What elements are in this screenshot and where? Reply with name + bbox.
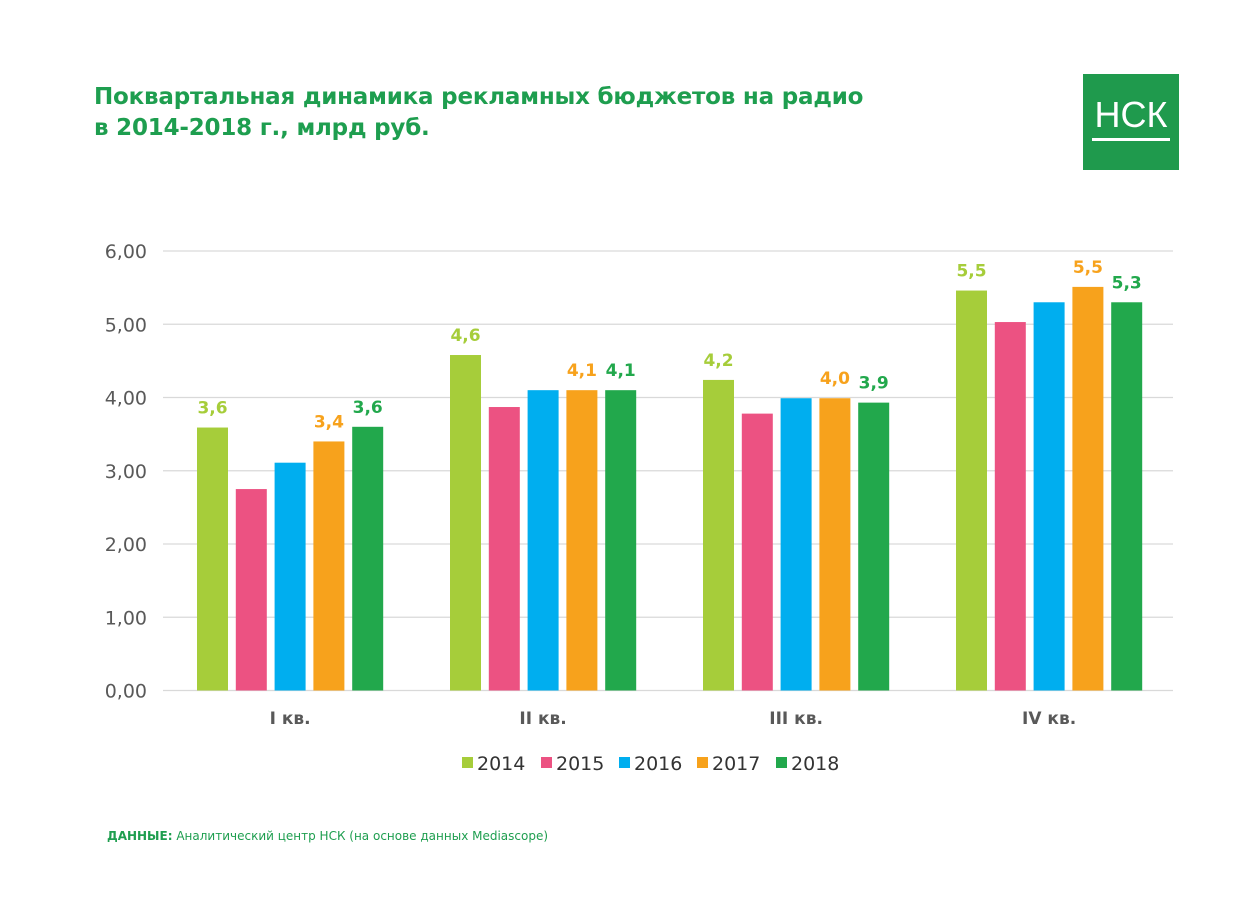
title-line-1: Поквартальная динамика рекламных бюджето… <box>94 84 864 110</box>
bar-2018-q2 <box>605 390 637 691</box>
bar-2017-q2 <box>566 390 598 691</box>
bar-2017-q4 <box>1072 286 1104 691</box>
legend-label: 2016 <box>634 753 682 775</box>
y-axis-ticks: 0,00 1,00 2,00 3,00 4,00 5,00 6,00 <box>105 241 147 703</box>
bar-2018-q4 <box>1111 302 1143 691</box>
legend-label: 2017 <box>712 753 760 775</box>
data-label: 5,5 <box>1073 258 1103 278</box>
bar-2018-q3 <box>858 402 890 691</box>
y-tick-label: 4,00 <box>105 388 147 410</box>
legend-label: 2014 <box>477 753 525 775</box>
legend-marker <box>697 757 708 768</box>
bar-2015-q1 <box>235 489 267 691</box>
data-label: 4,6 <box>450 326 480 346</box>
data-label: 3,6 <box>353 398 383 418</box>
y-tick-label: 6,00 <box>105 241 147 263</box>
data-label: 4,1 <box>606 361 636 381</box>
bars <box>197 286 1143 691</box>
legend-item-2015: 2015 <box>541 753 604 775</box>
x-tick-label: IV кв. <box>1022 709 1076 729</box>
title-line-2: в 2014-2018 г., млрд руб. <box>94 115 430 141</box>
bar-2015-q3 <box>741 413 773 691</box>
legend-item-2018: 2018 <box>776 753 839 775</box>
bar-2014-q2 <box>450 355 481 691</box>
data-label: 3,4 <box>314 412 344 432</box>
data-label: 5,5 <box>956 262 986 282</box>
logo-text: НСК <box>1094 94 1168 135</box>
legend-marker <box>776 757 787 768</box>
source-text: Аналитический центр НСК (на основе данны… <box>176 829 549 843</box>
y-tick-label: 0,00 <box>105 681 147 703</box>
y-tick-label: 1,00 <box>105 607 147 629</box>
legend: 2014 2015 2016 2017 2018 <box>462 753 839 775</box>
nsk-logo: НСК <box>1083 74 1179 170</box>
legend-marker <box>462 757 473 768</box>
data-label: 3,6 <box>197 399 227 419</box>
data-label: 4,0 <box>820 369 850 389</box>
source-note: ДАННЫЕ: Аналитический центр НСК (на осно… <box>107 829 548 843</box>
x-tick-label: I кв. <box>270 709 311 729</box>
bar-2014-q1 <box>197 427 228 691</box>
bar-2018-q1 <box>352 426 384 691</box>
y-tick-label: 2,00 <box>105 534 147 556</box>
bar-2015-q2 <box>488 407 520 691</box>
data-label: 4,1 <box>567 361 597 381</box>
x-tick-label: III кв. <box>769 709 823 729</box>
bar-2014-q3 <box>703 379 734 691</box>
bar-2014-q4 <box>956 290 987 691</box>
bar-2016-q4 <box>1033 302 1065 691</box>
bar-2016-q1 <box>274 462 306 691</box>
bar-2016-q3 <box>780 398 812 691</box>
chart-title: Поквартальная динамика рекламных бюджето… <box>94 82 863 144</box>
legend-item-2017: 2017 <box>697 753 760 775</box>
bar-2017-q3 <box>819 398 851 691</box>
legend-label: 2018 <box>791 753 839 775</box>
legend-item-2016: 2016 <box>619 753 682 775</box>
data-label: 5,3 <box>1112 273 1142 293</box>
legend-item-2014: 2014 <box>462 753 525 775</box>
legend-label: 2015 <box>556 753 604 775</box>
legend-marker <box>541 757 552 768</box>
y-tick-label: 3,00 <box>105 461 147 483</box>
legend-marker <box>619 757 630 768</box>
data-label: 3,9 <box>859 374 889 394</box>
bar-2015-q4 <box>994 322 1026 691</box>
data-label: 4,2 <box>703 351 733 371</box>
y-tick-label: 5,00 <box>105 314 147 336</box>
source-label: ДАННЫЕ: <box>107 829 173 843</box>
logo-underline <box>1092 138 1170 141</box>
bar-2016-q2 <box>527 390 559 691</box>
bar-2017-q1 <box>313 441 345 691</box>
x-tick-label: II кв. <box>519 709 566 729</box>
x-axis-ticks: I кв. II кв. III кв. IV кв. <box>270 709 1077 729</box>
data-labels: 3,6 3,4 3,6 4,6 4,1 4,1 4,2 4,0 3,9 5,5 5,5 5,3 <box>197 258 1141 433</box>
